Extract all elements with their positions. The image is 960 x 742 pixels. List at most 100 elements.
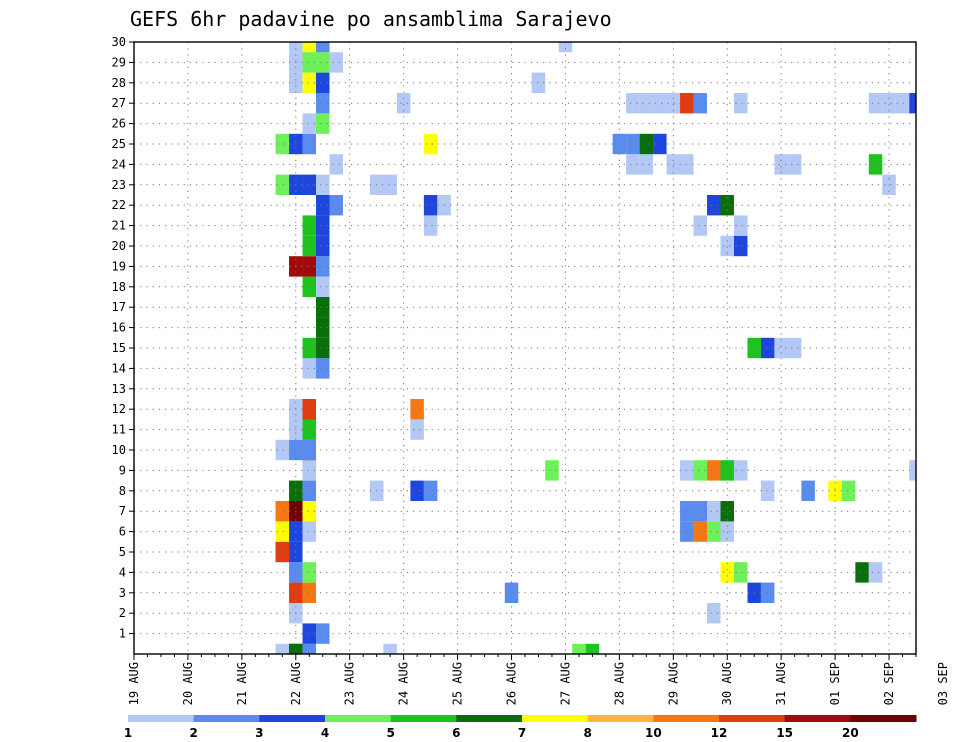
heatmap-cell — [302, 133, 317, 155]
heatmap-cell — [693, 501, 708, 522]
heatmap-cell — [302, 215, 317, 236]
heatmap-cell — [410, 480, 424, 501]
x-tick-label: 02 SEP — [882, 662, 896, 705]
x-tick-label: 20 AUG — [181, 662, 195, 705]
heatmap-cell — [275, 439, 290, 461]
heatmap-cell — [868, 562, 883, 583]
heatmap-cell — [302, 419, 317, 440]
y-tick-label: 1 — [119, 627, 126, 641]
y-tick-label: 13 — [112, 382, 126, 396]
x-tick-label: 27 AUG — [558, 662, 572, 705]
heatmap-cell — [275, 541, 290, 563]
heatmap-cell — [302, 399, 317, 420]
heatmap-cell — [693, 93, 708, 114]
y-tick-label: 29 — [112, 55, 126, 69]
heatmap-cell — [760, 480, 775, 501]
heatmap-cell — [895, 93, 910, 114]
colorbar-label: 8 — [583, 726, 591, 740]
y-tick-label: 11 — [112, 423, 126, 437]
heatmap-cell — [423, 133, 438, 155]
y-axis: 1234567891011121314151617181920212223242… — [112, 35, 134, 641]
x-tick-label: 31 AUG — [774, 662, 788, 705]
heatmap-cell — [316, 93, 330, 114]
y-tick-label: 22 — [112, 198, 126, 212]
heatmap-cell — [693, 215, 708, 236]
heatmap-cell — [316, 256, 330, 277]
y-tick-label: 10 — [112, 443, 126, 457]
colorbar-swatch — [325, 715, 392, 722]
y-tick-label: 23 — [112, 178, 126, 192]
heatmap-cell — [275, 174, 290, 195]
heatmap-cell — [316, 317, 330, 338]
heatmap-cell — [707, 460, 721, 481]
heatmap-cell — [909, 460, 916, 481]
y-tick-label: 20 — [112, 239, 126, 253]
heatmap-cell — [302, 337, 317, 359]
heatmap-cell — [639, 154, 654, 175]
heatmap-cell — [801, 480, 815, 501]
heatmap-cell — [639, 133, 654, 155]
heatmap-cell — [504, 582, 519, 603]
heatmap-cell — [302, 562, 317, 583]
colorbar-label: 15 — [776, 726, 793, 740]
heatmap-cell — [626, 93, 640, 114]
x-tick-label: 21 AUG — [235, 662, 249, 705]
heatmap-cell — [545, 460, 559, 481]
colorbar-swatch — [128, 715, 195, 722]
heatmap-cell — [423, 195, 438, 216]
heatmap-cell — [693, 460, 708, 481]
y-tick-label: 30 — [112, 35, 126, 49]
y-tick-label: 14 — [112, 361, 126, 375]
heatmap-cell — [302, 480, 317, 501]
heatmap-cell — [275, 643, 290, 654]
heatmap-cell — [666, 93, 681, 114]
x-axis: 19 AUG 20 AUG 21 AUG 22 AUG 23 AUG 24 AUG 25 A… — [127, 654, 950, 705]
colorbar-swatch — [522, 715, 589, 722]
y-tick-label: 2 — [119, 606, 126, 620]
y-tick-label: 18 — [112, 280, 126, 294]
x-tick-label: 25 AUG — [451, 662, 465, 705]
y-tick-label: 12 — [112, 402, 126, 416]
heatmap-cell — [855, 562, 869, 583]
heatmap-cell — [302, 276, 317, 297]
y-tick-label: 3 — [119, 586, 126, 600]
y-tick-label: 19 — [112, 259, 126, 273]
y-tick-label: 5 — [119, 545, 126, 559]
y-tick-label: 16 — [112, 321, 126, 335]
heatmap-cell — [760, 582, 775, 603]
colorbar-legend: 1 2 3 4 5 6 7 8 10 12 15 20 — [124, 715, 917, 740]
heatmap-cell — [410, 399, 424, 420]
y-tick-label: 15 — [112, 341, 126, 355]
y-tick-label: 25 — [112, 137, 126, 151]
heatmap-cell — [316, 215, 330, 236]
x-tick-label: 28 AUG — [612, 662, 626, 705]
colorbar-swatch — [390, 715, 457, 722]
x-tick-label: 01 SEP — [828, 662, 842, 705]
heatmap-cell — [275, 133, 290, 155]
heatmap-cell — [707, 603, 721, 624]
colorbar-swatch — [653, 715, 720, 722]
heatmap-cell — [760, 337, 775, 359]
grid-lines — [134, 42, 916, 654]
colorbar-label: 4 — [321, 726, 329, 740]
heatmap-cell — [316, 358, 330, 379]
x-tick-label: 30 AUG — [720, 662, 734, 705]
x-tick-label: 22 AUG — [289, 662, 303, 705]
heatmap-cell — [423, 480, 438, 501]
heatmap-cell — [316, 276, 330, 297]
colorbar-swatch — [587, 715, 654, 722]
y-tick-label: 17 — [112, 300, 126, 314]
heatmap-cell — [423, 215, 438, 236]
y-tick-label: 27 — [112, 96, 126, 110]
chart-title: GEFS 6hr padavine po ansamblima Sarajevo — [130, 7, 612, 31]
y-tick-label: 26 — [112, 117, 126, 131]
heatmap-cell — [302, 174, 317, 195]
heatmap-cell — [302, 643, 317, 654]
heatmap-cell — [909, 93, 916, 114]
x-tick-label: 26 AUG — [505, 662, 519, 705]
colorbar-label: 10 — [645, 726, 662, 740]
heatmap-cell — [787, 154, 802, 175]
heatmap-cell — [720, 521, 734, 542]
heatmap-cell — [396, 93, 411, 114]
